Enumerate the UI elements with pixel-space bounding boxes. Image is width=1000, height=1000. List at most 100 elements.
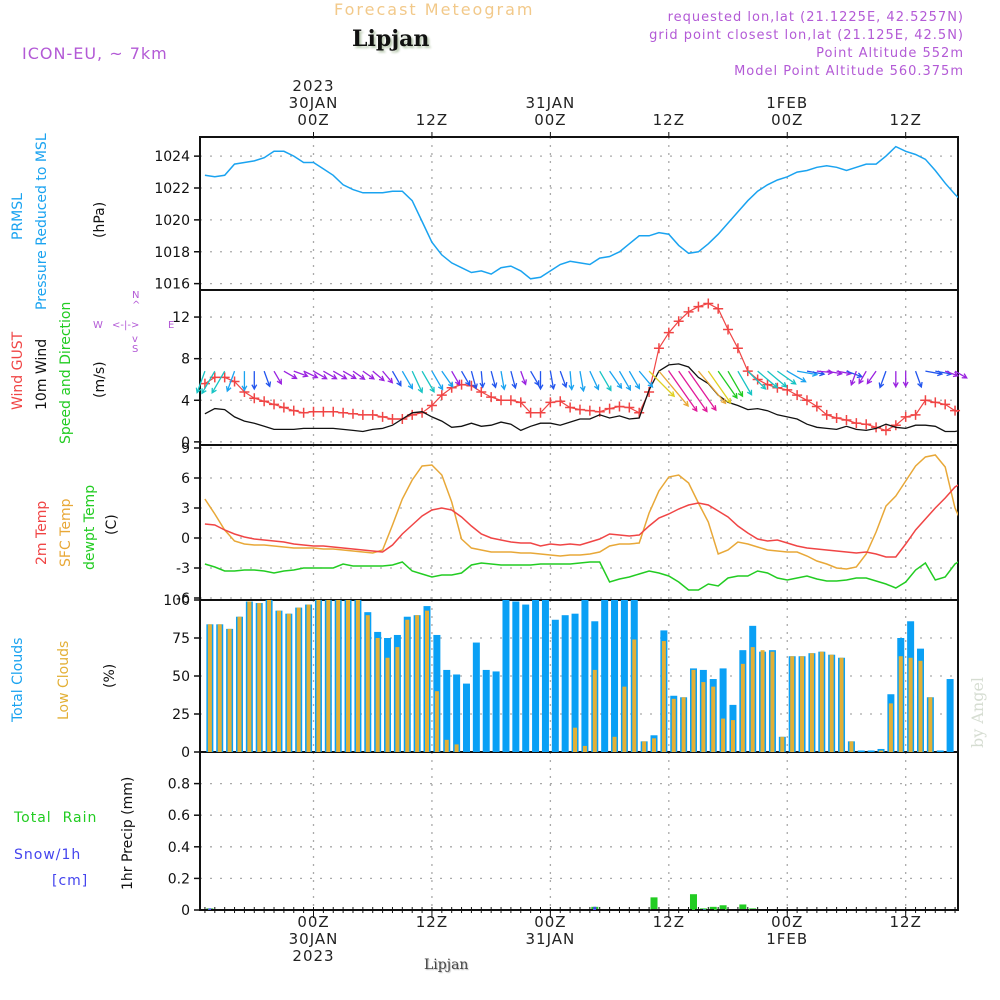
wind-line	[204, 363, 958, 433]
gust-marker	[318, 406, 329, 417]
total-cloud-bar	[611, 600, 619, 752]
gust-marker	[545, 397, 556, 408]
rain-bar	[709, 906, 717, 910]
total-cloud-bar	[808, 653, 816, 752]
pressure-label-2: Pressure Reduced to MSL	[34, 133, 50, 310]
total-cloud-bar	[660, 630, 668, 752]
wind-direction-arrow	[352, 370, 366, 380]
panel-frame	[199, 751, 959, 911]
wind-direction-arrow	[757, 370, 779, 389]
low-cloud-bar	[612, 736, 617, 752]
total-cloud-bar	[620, 600, 628, 752]
model-label: ICON-EU, ~ 7km	[22, 44, 168, 63]
gust-marker	[703, 298, 714, 309]
low-cloud-bar	[839, 657, 844, 752]
gust-marker	[782, 384, 793, 395]
snow-unit: [cm]	[52, 873, 89, 889]
total-cloud-bar	[206, 624, 214, 752]
wind-direction-arrow	[935, 370, 953, 377]
wind-direction-arrow	[211, 370, 226, 395]
total-cloud-bar	[522, 604, 530, 752]
time-label-line: 12Z	[652, 111, 685, 129]
wind-direction-arrow	[431, 370, 444, 391]
low-cloud-bar	[217, 624, 222, 752]
low-cloud-bar	[227, 628, 232, 752]
low-cloud-bar	[888, 703, 893, 752]
y-tick-label: 0	[181, 903, 190, 919]
sfc-temp-label: SFC Temp	[58, 498, 74, 567]
gust-marker	[239, 386, 250, 397]
compass-e: E	[168, 320, 175, 331]
total-cloud-bar	[413, 615, 421, 752]
wind-direction-arrow	[638, 370, 654, 388]
wind-direction-arrow	[251, 371, 258, 391]
panel-2: -6 -3 0 3 6 9	[176, 441, 959, 607]
total-cloud-bar	[305, 604, 313, 752]
wind-direction-arrow	[225, 370, 236, 393]
rain-bar	[719, 905, 727, 910]
time-label-line: 00Z	[534, 111, 567, 129]
time-label-line: 12Z	[415, 111, 449, 129]
y-tick-label: 0	[181, 531, 190, 547]
gust-marker	[249, 393, 260, 404]
low-cloud-bar	[829, 654, 834, 752]
wind-direction-arrow	[589, 370, 600, 391]
gust-marker	[456, 379, 467, 390]
gust-marker	[772, 382, 783, 393]
y-tick-label: 4	[181, 393, 190, 409]
wind-direction-arrow	[836, 370, 853, 376]
wind-direction-arrow	[520, 370, 527, 386]
low-cloud-bar	[582, 745, 587, 752]
gust-marker	[209, 372, 220, 383]
wind-direction-arrow	[925, 370, 944, 377]
low-cloud-bar	[444, 739, 449, 752]
wind-direction-arrow	[826, 370, 843, 376]
low-cloud-bar	[237, 616, 242, 752]
chart-title: Forecast Meteogram	[334, 0, 535, 19]
total-cloud-bar	[749, 625, 757, 752]
gust-marker	[644, 386, 655, 397]
total-cloud-bar	[867, 750, 875, 752]
low-cloud-bar	[573, 727, 578, 752]
low-cloud-bar	[642, 741, 647, 752]
gust-marker	[713, 303, 724, 314]
low-cloud-bar	[622, 686, 627, 752]
gust-marker	[673, 316, 684, 327]
y-tick-label: 0.8	[168, 777, 190, 793]
wind-direction-arrow	[727, 370, 744, 398]
bottom-time-label: 12Z	[629, 914, 709, 931]
y-tick-label: 0	[181, 745, 190, 761]
low-cloud-bar	[326, 600, 331, 752]
pressure-line	[204, 145, 958, 280]
wind-direction-arrow	[688, 370, 717, 412]
top-time-label: 12Z	[629, 112, 709, 129]
low-cloud-bar	[691, 669, 696, 752]
model-altitude: Model Point Altitude 560.375m	[734, 64, 964, 79]
total-cloud-bar	[354, 600, 362, 752]
total-cloud-bar	[778, 736, 786, 752]
compass-w: W	[93, 320, 103, 331]
sfc-temp-line	[204, 454, 958, 570]
total-cloud-bar	[285, 613, 293, 752]
total-cloud-bar	[739, 650, 747, 752]
gust-marker	[535, 407, 546, 418]
low-cloud-bar	[365, 615, 370, 752]
pressure-label-1: PRMSL	[10, 193, 26, 240]
gust-marker	[338, 407, 349, 418]
pressure-unit: (hPa)	[92, 201, 108, 238]
rain-bar	[739, 904, 747, 910]
gust-marker	[663, 327, 674, 338]
time-label-line: 00Z	[297, 111, 330, 129]
low-cloud-bar	[247, 601, 252, 752]
low-cloud-bar	[306, 604, 311, 752]
time-label-line: 2023	[292, 947, 335, 965]
total-cloud-bar	[561, 615, 569, 752]
total-cloud-bar	[344, 600, 352, 752]
total-cloud-bar	[433, 634, 441, 752]
total-cloud-bar	[838, 657, 846, 752]
snow-bar	[741, 909, 745, 910]
gust-marker	[328, 406, 339, 417]
gust-marker	[446, 382, 457, 393]
gust-marker	[871, 422, 882, 433]
